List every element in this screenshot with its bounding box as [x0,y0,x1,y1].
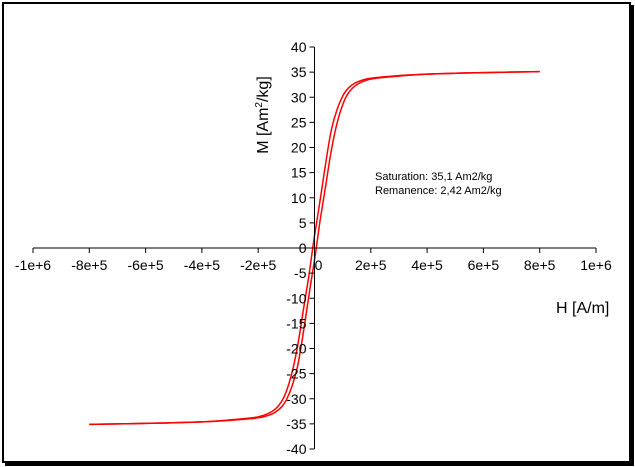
y-axis-title-superscript: 2 [254,102,265,108]
y-tick-label: -30 [286,391,306,407]
y-tick-label: -10 [286,290,306,306]
annotation-remanence: Remanence: 2,42 Am2/kg [375,185,502,197]
series-layer [89,70,540,426]
hysteresis-descending-branch [89,70,540,426]
y-tick-label: 30 [291,89,307,105]
x-tick-label: 8e+5 [524,257,556,273]
x-tick-label: -1e+6 [15,257,51,273]
y-tick-label: -20 [286,341,306,357]
y-tick-label: 0 [299,240,307,256]
y-tick-label: -35 [286,416,306,432]
y-tick-label: 40 [291,39,307,55]
y-axis-title: M [Am2/kg] [254,76,272,154]
y-tick-label: 25 [291,114,307,130]
y-axis-title-main: M [Am [255,108,272,154]
x-tick-label: -4e+5 [184,257,220,273]
x-axis-title: H [A/m] [556,300,609,317]
x-tick-label: 2e+5 [355,257,387,273]
x-tick-label: 4e+5 [411,257,443,273]
y-axis-title-tail: /kg] [255,76,272,102]
y-tick-label: 20 [291,140,307,156]
annotation-saturation: Saturation: 35,1 Am2/kg [375,171,492,183]
y-tick-label: -40 [286,441,306,457]
y-tick-label: 15 [291,165,307,181]
x-tick-label: 6e+5 [468,257,500,273]
y-tick-label: -15 [286,315,306,331]
x-tick-label: -8e+5 [71,257,107,273]
x-tick-label: -6e+5 [127,257,163,273]
y-tick-label: 10 [291,190,307,206]
y-tick-label: 5 [299,215,307,231]
hysteresis-ascending-branch [89,70,540,426]
y-tick-label: 35 [291,64,307,80]
chart-frame [2,2,631,463]
ticks-layer: -1e+6 -8e+5 -6e+5 -4e+5 -2e+5 0 2e+5 4e+5 6e+5 8e… [15,39,612,457]
x-tick-label: 0 [315,257,323,273]
y-tick-label: -25 [286,366,306,382]
y-tick-label: -5 [294,265,307,281]
x-tick-label: 1e+6 [580,257,612,273]
x-tick-label: -2e+5 [240,257,276,273]
